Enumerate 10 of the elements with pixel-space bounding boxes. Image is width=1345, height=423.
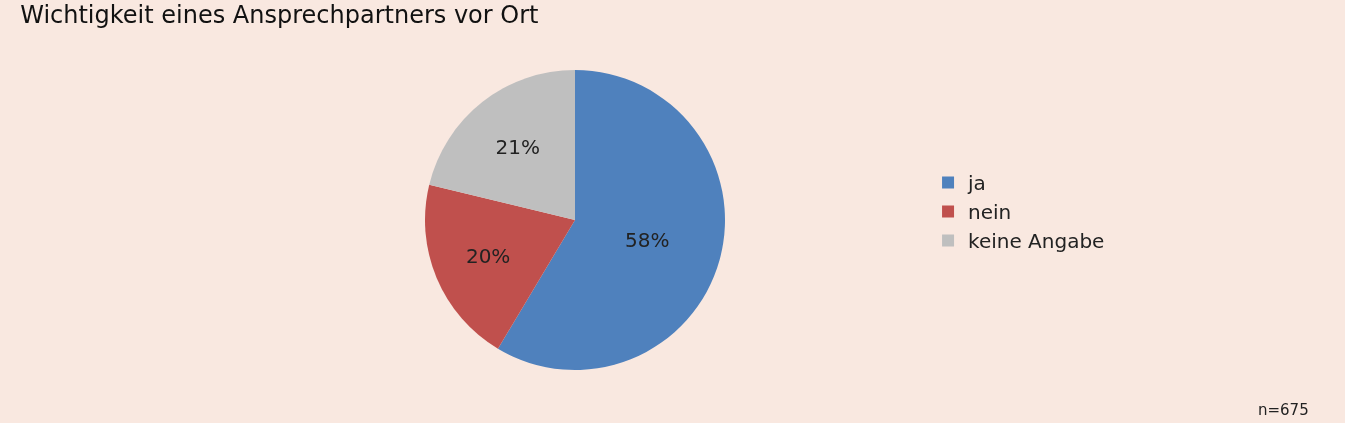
data-label: 58% (625, 227, 670, 252)
pie-slice (425, 184, 575, 349)
pie-slice (429, 70, 575, 220)
data-label: 21% (495, 135, 540, 160)
legend-label: ja (967, 171, 986, 196)
legend-label: keine Angabe (968, 229, 1105, 254)
legend-label: nein (968, 200, 1012, 225)
chart-title: Wichtigkeit eines Ansprechpartners vor Ort (20, 1, 539, 30)
text: n=675 (1258, 401, 1309, 419)
data-label: 20% (465, 244, 511, 269)
